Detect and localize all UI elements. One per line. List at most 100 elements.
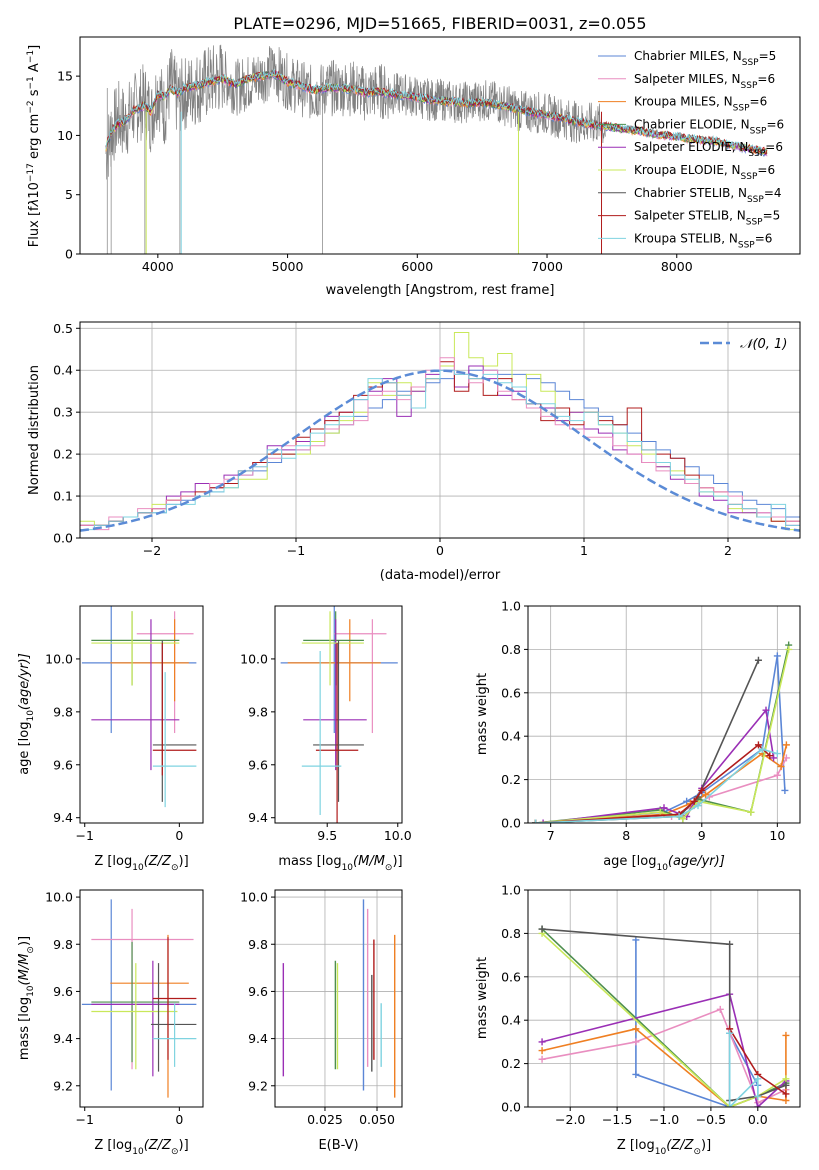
weight-point — [726, 940, 734, 948]
legend-entry: Kroupa MILES, NSSP=6 — [634, 95, 767, 114]
residual-ylabel: Normed distribution — [27, 365, 42, 495]
weight-point — [538, 1038, 546, 1046]
errorbar-chabrier-stelib — [313, 640, 364, 802]
errorbar-salpeter-stelib — [152, 643, 197, 776]
y-tick-label: 0.0 — [501, 1100, 521, 1115]
y-tick-label: 9.4 — [248, 810, 268, 825]
x-tick-label: −1 — [76, 1112, 94, 1127]
y-tick-label: 9.8 — [248, 704, 268, 719]
y-tick-label: 0.1 — [53, 489, 73, 504]
weight-series-kroupa-stelib — [532, 745, 781, 823]
y-tick-label: 10.0 — [240, 890, 268, 905]
weight-point — [532, 819, 540, 823]
weight-point — [773, 750, 781, 758]
x-tick-label: −1 — [76, 828, 94, 843]
x-tick-label: 7000 — [531, 259, 563, 274]
legend-entry: Salpeter MILES, NSSP=6 — [634, 72, 775, 91]
x-tick-label: 0 — [436, 543, 444, 558]
errorbar-kroupa-stelib — [152, 672, 197, 808]
errorbar-chabrier-elodie — [91, 611, 180, 686]
y-tick-label: 10.0 — [240, 651, 268, 666]
mass-vs-Z-plot-area — [81, 899, 197, 1098]
weight-point — [766, 752, 774, 760]
y-tick-label: 9.4 — [53, 810, 73, 825]
age-mass-xlabel: mass [log10(M/M⊙)] — [278, 854, 402, 873]
legend-entry: Chabrier MILES, NSSP=5 — [634, 49, 776, 68]
weight-line — [535, 644, 790, 823]
x-tick-label: 1 — [580, 543, 588, 558]
y-tick-label: 5 — [65, 187, 73, 202]
y-tick-label: 0.6 — [501, 685, 521, 700]
age-vs-mass-frame — [274, 605, 403, 824]
x-tick-label: −1 — [287, 543, 305, 558]
y-tick-label: 0.0 — [501, 816, 521, 831]
weight-line — [541, 932, 787, 1107]
errorbar-kroupa-stelib — [301, 650, 342, 816]
x-tick-label: 10 — [769, 828, 785, 843]
weight-point — [782, 741, 790, 749]
weight-point — [726, 1103, 734, 1107]
mass-vs-ebv-frame — [274, 889, 403, 1108]
y-tick-label: 1.0 — [501, 883, 521, 898]
age-vs-mass-panel: 9.5 10.0 9.4 9.6 9.8 10.0 mass [log10(M/M⊙)] — [240, 605, 412, 873]
weight-vs-age-panel: 7 8 9 10 0.0 0.2 0.4 0.6 0.8 1.0 age [log10(age/yr… — [475, 599, 801, 873]
x-tick-label: 0.050 — [359, 1112, 395, 1127]
weight-series-kroupa-stelib — [726, 1029, 762, 1107]
weight-point — [773, 771, 781, 779]
legend-entry: Kroupa STELIB, NSSP=6 — [634, 231, 772, 250]
weight-point — [726, 1029, 734, 1037]
mass-vs-ebv-plot-area — [282, 899, 396, 1098]
weight-point — [702, 791, 710, 799]
spectrum-frame — [79, 36, 801, 255]
spectrum-ylabel: Flux [fλ10−17 erg cm−2 s−1 A−1] — [26, 45, 42, 247]
x-tick-label: 8 — [622, 828, 630, 843]
errorbar-kroupa-elodie — [91, 611, 180, 686]
errorbar-kroupa-elodie — [91, 963, 178, 1070]
weight-point — [538, 1055, 546, 1063]
errorbar-kroupa-miles — [110, 934, 189, 1098]
errorbar-chabrier-miles — [81, 899, 197, 1091]
weight-point — [683, 797, 691, 805]
errorbar-kroupa-stelib — [152, 1003, 197, 1067]
age-z-ylabel: age [log10(age/yr)] — [17, 653, 36, 775]
weight-point — [754, 1103, 762, 1107]
mass-vs-Z-frame — [79, 889, 204, 1108]
weight-vs-age-plot-area — [532, 641, 793, 823]
weight-point — [782, 1075, 790, 1083]
ebv-xlabel: E(B-V) — [318, 1138, 358, 1153]
weight-point — [632, 1070, 640, 1078]
weight-vs-Z-plot-area — [538, 925, 790, 1107]
errorbar-chabrier-elodie — [303, 611, 364, 686]
y-tick-label: 9.6 — [53, 984, 73, 999]
weight-point — [782, 754, 790, 762]
errorbar-chabrier-miles — [81, 606, 197, 734]
spectrum-plot-area — [105, 44, 768, 254]
weight-z-xlabel: Z [log10(Z/Z⊙)] — [617, 1138, 711, 1157]
y-tick-label: 9.8 — [248, 937, 268, 952]
weight-vs-age-frame — [527, 605, 801, 824]
mass-z-xlabel: Z [log10(Z/Z⊙)] — [94, 1138, 188, 1157]
weight-point — [773, 652, 781, 660]
y-tick-label: 9.4 — [53, 1031, 73, 1046]
y-tick-label: 0.4 — [501, 729, 521, 744]
weight-z-ylabel: mass weight — [475, 957, 490, 1039]
weight-point — [782, 1096, 790, 1104]
weight-point — [694, 802, 702, 810]
weight-point — [538, 925, 546, 933]
age-vs-mass-plot-area — [280, 606, 398, 823]
legend-entry: Chabrier STELIB, NSSP=4 — [634, 186, 782, 205]
weight-point — [782, 1090, 790, 1098]
weight-line — [535, 655, 786, 823]
y-tick-label: 0.3 — [53, 405, 73, 420]
mass-z-ylabel: mass [log10(M/M⊙)] — [17, 936, 36, 1060]
residuals-plot-area — [80, 332, 800, 532]
x-tick-label: 6000 — [401, 259, 433, 274]
errorbar-salpeter-elodie — [91, 619, 180, 771]
weight-point — [781, 786, 789, 794]
y-tick-label: 9.4 — [248, 1031, 268, 1046]
y-tick-label: 0.8 — [501, 642, 521, 657]
weight-point — [538, 1047, 546, 1055]
weight-point — [675, 812, 683, 820]
x-tick-label: 0.0 — [748, 1112, 768, 1127]
mass-vs-Z-panel: −1 0 9.2 9.4 9.6 9.8 10.0 Z [log10(Z/Z⊙)] mass [… — [17, 889, 204, 1157]
